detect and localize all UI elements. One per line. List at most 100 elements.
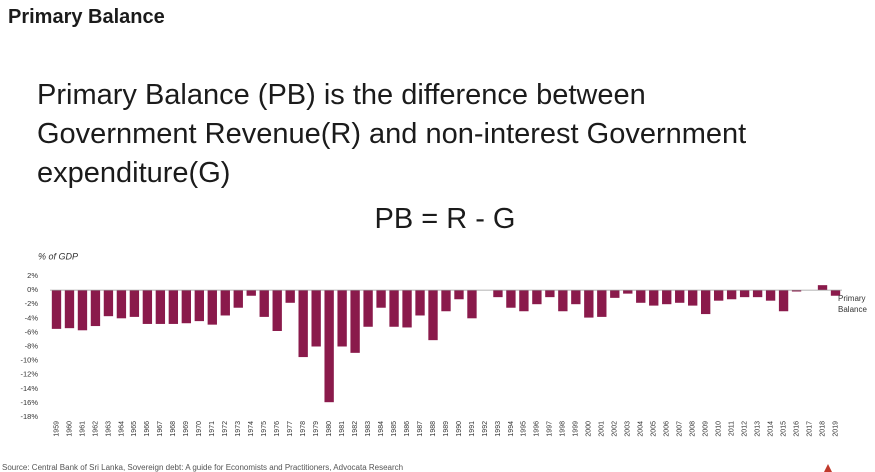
x-tick-label: 2018 xyxy=(819,421,826,437)
x-tick-label: 1970 xyxy=(196,421,203,437)
bar xyxy=(700,290,711,315)
x-tick-label: 1979 xyxy=(313,421,320,437)
bar xyxy=(441,290,451,312)
logo xyxy=(824,464,832,472)
y-tick-label: -2% xyxy=(25,299,39,308)
bar xyxy=(142,290,153,324)
bar xyxy=(64,290,75,329)
y-tick-label: -18% xyxy=(20,412,38,421)
y-tick-label: -16% xyxy=(20,398,38,407)
bar xyxy=(597,290,607,317)
x-tick-label: 2005 xyxy=(651,421,658,437)
bar xyxy=(688,290,698,306)
x-tick-label: 2016 xyxy=(793,421,800,437)
x-tick-label: 2007 xyxy=(677,421,684,437)
bar xyxy=(77,290,88,331)
x-tick-label: 1995 xyxy=(521,421,528,437)
x-tick-label: 1969 xyxy=(183,421,190,437)
x-tick-label: 2006 xyxy=(664,421,671,437)
bar xyxy=(791,290,802,292)
bar xyxy=(636,290,646,303)
bar xyxy=(545,290,555,298)
x-tick-label: 1964 xyxy=(118,421,125,437)
footer: Source: Central Bank of Sri Lanka, Sover… xyxy=(2,463,404,472)
bar xyxy=(532,290,542,305)
y-axis-label: % of GDP xyxy=(38,251,78,261)
bar xyxy=(168,290,179,324)
bar xyxy=(467,290,477,319)
x-tick-label: 1977 xyxy=(287,421,294,437)
bar xyxy=(181,290,192,324)
bar xyxy=(285,290,295,303)
x-tick-label: 1993 xyxy=(495,421,502,437)
bar xyxy=(415,290,425,316)
x-tick-label: 1962 xyxy=(92,421,99,437)
y-tick-label: -10% xyxy=(20,356,38,365)
x-tick-label: 2019 xyxy=(832,421,839,437)
bar xyxy=(220,290,230,316)
x-tick-label: 1998 xyxy=(560,421,567,437)
y-tick-label: -12% xyxy=(20,370,38,379)
x-tick-label: 2014 xyxy=(767,421,774,437)
x-tick-label: 1981 xyxy=(339,421,346,437)
x-tick-label: 2000 xyxy=(586,421,593,437)
slide-title: Primary Balance xyxy=(8,6,165,28)
x-tick-label: 1967 xyxy=(157,421,164,437)
bar xyxy=(116,290,127,319)
x-tick-label: 1983 xyxy=(365,421,372,437)
bar xyxy=(103,290,114,317)
y-tick-label: -8% xyxy=(25,341,39,350)
bar xyxy=(51,290,62,329)
bar xyxy=(428,290,438,341)
bar xyxy=(519,290,529,312)
x-tick-label: 1960 xyxy=(66,421,73,437)
bar xyxy=(311,290,321,347)
bar xyxy=(778,290,789,312)
bar xyxy=(402,290,412,328)
x-tick-label: 1972 xyxy=(222,421,229,437)
x-tick-label: 1992 xyxy=(482,421,489,437)
x-tick-label: 1974 xyxy=(248,421,255,437)
bar xyxy=(830,290,841,296)
x-tick-label: 1959 xyxy=(53,421,60,437)
bar xyxy=(246,290,256,296)
bar xyxy=(90,290,101,327)
bar xyxy=(194,290,204,322)
x-tick-label: 2004 xyxy=(638,421,645,437)
x-tick-label: 1994 xyxy=(508,421,515,437)
x-tick-label: 1985 xyxy=(391,421,398,437)
x-tick-label: 1963 xyxy=(105,421,112,437)
y-tick-label: 2% xyxy=(27,271,38,280)
y-tick-label: -4% xyxy=(25,313,39,322)
bar xyxy=(350,290,360,353)
x-tick-label: 1971 xyxy=(209,421,216,437)
x-tick-label: 2011 xyxy=(728,421,735,436)
bar xyxy=(259,290,269,317)
bar xyxy=(739,290,750,298)
x-tick-label: 2010 xyxy=(715,421,722,437)
y-tick-label: -14% xyxy=(20,384,38,393)
x-tick-label: 1975 xyxy=(261,421,268,437)
bar xyxy=(337,290,347,347)
y-tick-label: 0% xyxy=(27,285,38,294)
bar xyxy=(233,290,243,308)
bar xyxy=(298,290,308,358)
bar xyxy=(571,290,581,305)
body-line: expenditure(G) xyxy=(37,157,231,189)
y-tick-label: -6% xyxy=(25,327,39,336)
x-tick-label: 2009 xyxy=(703,421,710,437)
bar xyxy=(454,290,464,300)
bar xyxy=(506,290,516,308)
x-tick-label: 2017 xyxy=(806,421,813,437)
bar xyxy=(713,290,724,301)
bar xyxy=(662,290,672,305)
x-tick-label: 1996 xyxy=(534,421,541,437)
x-tick-label: 2012 xyxy=(741,421,748,437)
x-tick-label: 1990 xyxy=(456,421,463,437)
x-tick-label: 1978 xyxy=(300,421,307,437)
legend-entry: Primary Balance xyxy=(838,294,867,314)
bar xyxy=(376,290,386,308)
bar xyxy=(558,290,568,312)
